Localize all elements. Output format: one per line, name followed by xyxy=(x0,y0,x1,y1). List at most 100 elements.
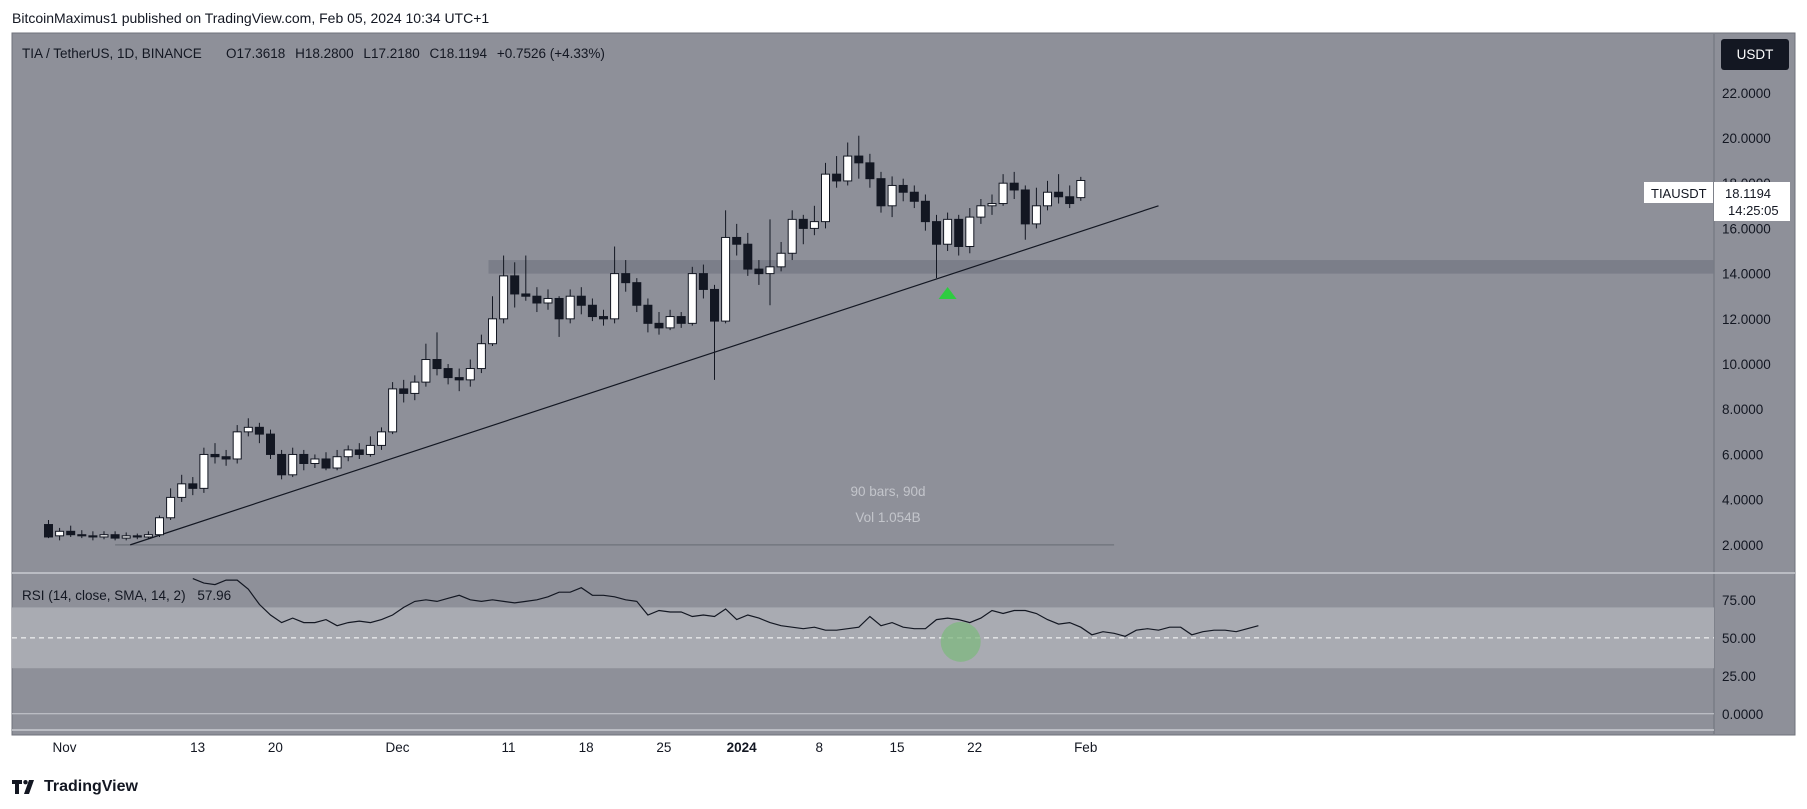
candle xyxy=(776,241,786,272)
rsi-tick-label: 50.00 xyxy=(1722,631,1756,646)
candle-body xyxy=(732,236,742,245)
candle xyxy=(1043,180,1052,211)
candle-body xyxy=(321,458,331,469)
price-tag: TIAUSDT 18.1194 14:25:05 xyxy=(1644,182,1790,221)
candle xyxy=(920,194,930,231)
rsi-tick-label: 75.00 xyxy=(1722,593,1756,608)
candle xyxy=(266,429,275,459)
candle-body xyxy=(210,453,220,458)
candle xyxy=(676,312,686,328)
candle xyxy=(55,527,65,541)
candle-body xyxy=(632,282,642,306)
price-tag-price: 18.1194 xyxy=(1725,186,1771,201)
candle xyxy=(932,214,941,279)
candle xyxy=(743,232,753,276)
candle-body xyxy=(221,456,231,460)
candle-body xyxy=(610,273,620,320)
time-tick-label: 20 xyxy=(268,740,283,755)
price-tag-countdown: 14:25:05 xyxy=(1728,203,1779,218)
candle-body xyxy=(232,431,242,460)
candle-body xyxy=(687,273,697,324)
price-tick-label: 22.0000 xyxy=(1722,86,1771,101)
candle-body xyxy=(121,535,131,539)
candle-body xyxy=(310,458,320,464)
candle xyxy=(476,334,486,374)
candle xyxy=(687,266,697,326)
open-value: 17.3618 xyxy=(237,46,286,61)
candle-body xyxy=(177,483,187,498)
candle xyxy=(421,343,431,387)
candle-body xyxy=(388,388,398,433)
legend-symbol: TIA / TetherUS, 1D, BINANCE xyxy=(22,46,202,61)
candle xyxy=(77,530,87,539)
candle-body xyxy=(920,200,930,223)
candle xyxy=(865,153,875,188)
rsi-legend-value: 57.96 xyxy=(197,588,231,603)
price-tick-label: 10.0000 xyxy=(1722,357,1771,372)
candle xyxy=(199,447,209,493)
candle-body xyxy=(44,524,53,538)
currency-button[interactable]: USDT xyxy=(1721,39,1789,70)
candle-body xyxy=(576,295,586,306)
candle-body xyxy=(554,297,564,320)
candle xyxy=(1065,185,1075,209)
candle xyxy=(1054,174,1064,204)
candle xyxy=(288,447,298,478)
range-vol-label: Vol 1.054B xyxy=(855,510,920,525)
candle-body xyxy=(1031,205,1041,225)
candle-body xyxy=(488,318,497,345)
rsi-signal-circle xyxy=(940,621,981,662)
candle-body xyxy=(1076,179,1086,199)
candle xyxy=(454,368,464,392)
candle-body xyxy=(66,530,76,536)
candle xyxy=(132,533,142,540)
candle xyxy=(543,289,553,310)
candle xyxy=(121,532,131,541)
candle xyxy=(821,162,830,229)
legend-ohlc: O17.3618 H18.2800 L17.2180 C18.1194 +0.7… xyxy=(226,46,605,61)
candle-body xyxy=(565,295,575,320)
candle-body xyxy=(254,426,264,435)
candle-body xyxy=(854,155,864,164)
candle-body xyxy=(199,453,209,489)
candle-body xyxy=(643,304,653,324)
candle xyxy=(876,171,886,213)
footer-brand-label: TradingView xyxy=(44,778,138,795)
candle-body xyxy=(965,216,975,247)
candle xyxy=(388,382,398,435)
open-label: O xyxy=(226,46,237,61)
close-label: C xyxy=(430,46,440,61)
candle xyxy=(177,474,187,502)
candle-body xyxy=(765,266,775,275)
candle xyxy=(998,174,1008,206)
price-tag-symbol: TIAUSDT xyxy=(1651,186,1707,201)
time-tick-label: 2024 xyxy=(727,740,758,755)
candle-body xyxy=(299,453,309,464)
candle xyxy=(299,449,309,471)
candle-body xyxy=(876,178,886,207)
candle-body xyxy=(143,534,153,538)
signal-layer xyxy=(938,286,957,299)
candle-body xyxy=(155,517,164,536)
signal-arrow-icon xyxy=(938,286,957,299)
footer-brand[interactable]: TradingView xyxy=(12,778,138,796)
candle xyxy=(232,425,242,464)
candle xyxy=(599,309,608,326)
candle xyxy=(798,214,808,245)
candle xyxy=(99,531,109,540)
candle-body xyxy=(465,368,475,381)
candle-body xyxy=(443,368,453,379)
rsi-tick-label: 25.00 xyxy=(1722,669,1756,684)
candle-body xyxy=(377,431,386,446)
candle xyxy=(377,427,386,450)
candle-body xyxy=(110,534,120,539)
change-value: +0.7526 (+4.33%) xyxy=(497,46,605,61)
candle xyxy=(532,287,542,313)
candle xyxy=(1031,187,1041,229)
candle xyxy=(443,364,453,385)
price-tick-label: 2.0000 xyxy=(1722,538,1763,553)
candle xyxy=(110,531,120,541)
candle xyxy=(210,443,220,464)
candle xyxy=(587,298,597,322)
